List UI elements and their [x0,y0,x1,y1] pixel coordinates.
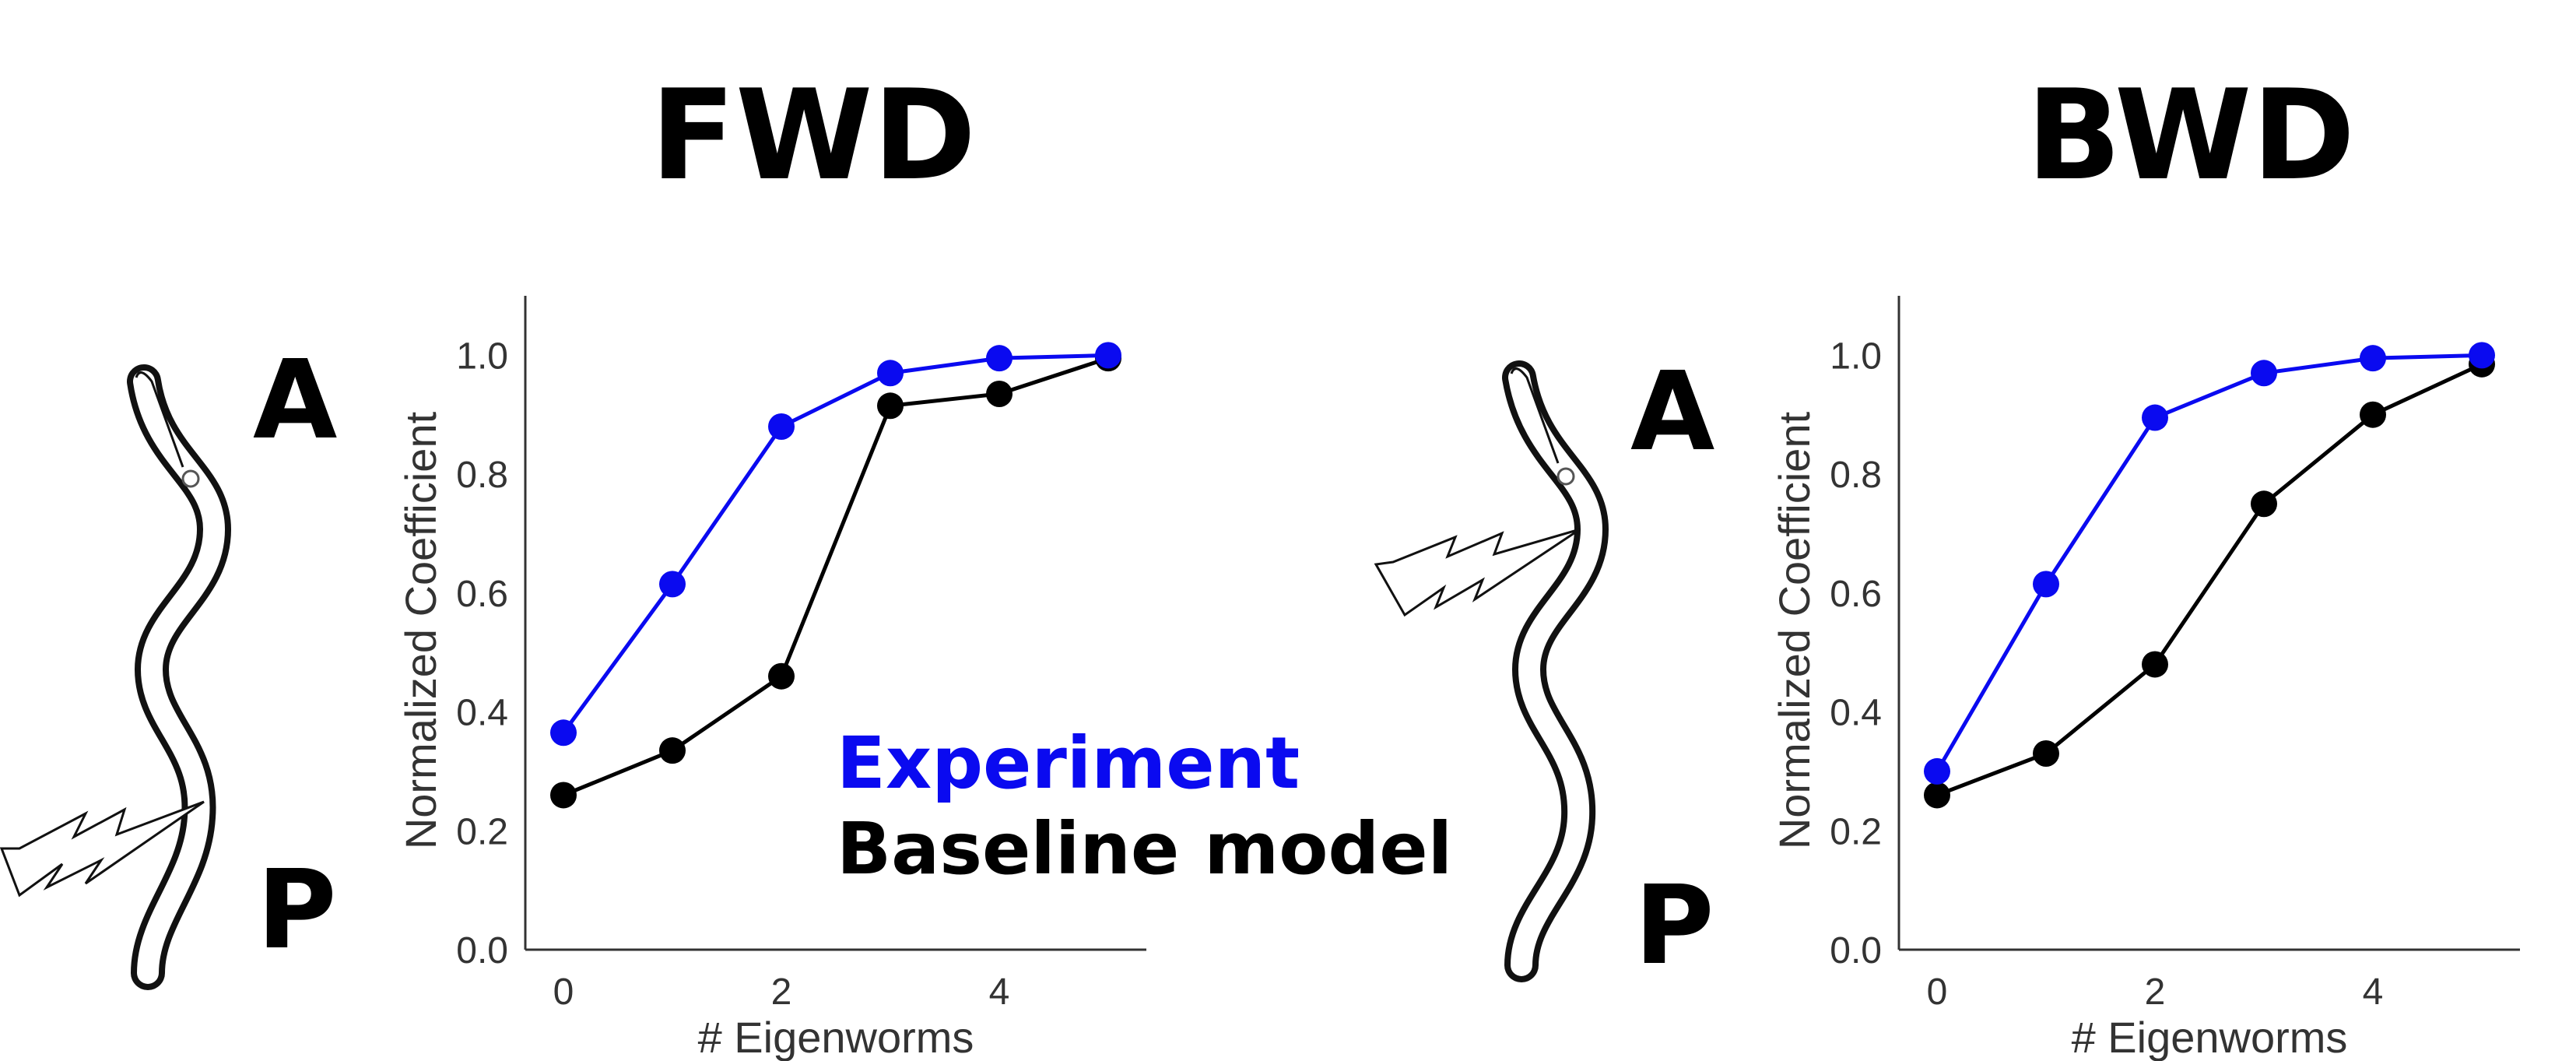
y-tick-label: 0.4 [456,693,508,734]
y-tick-label: 0.0 [456,930,508,971]
y-tick-label: 0.6 [456,574,508,615]
y-tick-label: 0.2 [1830,811,1882,852]
experiment-data-point [2033,571,2059,598]
bwd-panel-title: BWD [2026,62,2356,208]
x-axis-label: # Eigenworms [2072,1013,2348,1061]
baseline-data-point [768,662,795,690]
baseline-data-point [550,782,577,809]
bwd-stimulus-icon [1374,528,1581,617]
experiment-data-point [550,719,577,747]
experiment-data-point [1095,342,1121,369]
baseline-data-point [986,381,1013,407]
bwd-anterior-label: A [1630,349,1715,476]
experiment-data-point [877,360,904,387]
legend-baseline-model: Baseline model [837,807,1453,891]
fwd-stimulus-icon [0,800,205,898]
y-tick-label: 0.4 [1830,693,1882,734]
y-tick-label: 0.6 [1830,574,1882,615]
y-tick-label: 1.0 [456,336,508,377]
x-tick-label: 4 [989,971,1010,1013]
experiment-data-point [1924,757,1950,785]
baseline-data-point [2033,740,2059,767]
legend-experiment: Experiment [837,722,1300,805]
fwd-anterior-label: A [253,337,338,464]
experiment-series-line [1935,353,2483,773]
y-tick-label: 0.8 [1830,455,1882,496]
bwd-worm-icon [1502,360,1609,982]
baseline-data-point [2142,651,2168,678]
bwd-posterior-label: P [1634,863,1714,989]
experiment-series-line [561,353,1109,734]
baseline-data-point [877,392,904,420]
y-tick-label: 1.0 [1830,336,1882,377]
y-axis-label: Normalized Coefficient [1770,411,1819,849]
experiment-data-point [2360,345,2386,372]
y-tick-label: 0.8 [456,455,508,496]
x-tick-label: 2 [771,971,792,1013]
experiment-data-point [768,413,795,440]
experiment-data-point [2251,360,2277,387]
experiment-data-point [659,571,686,598]
fwd-posterior-label: P [257,847,337,974]
y-tick-label: 0.0 [1830,930,1882,971]
fwd-worm-icon [127,364,232,990]
x-tick-label: 0 [553,971,574,1013]
y-axis-label: Normalized Coefficient [396,411,445,849]
experiment-data-point [2469,342,2495,369]
y-tick-label: 0.2 [456,811,508,852]
x-axis-label: # Eigenworms [698,1013,974,1061]
x-tick-label: 4 [2363,971,2384,1013]
baseline-data-point [2251,490,2277,518]
baseline-data-point [659,737,686,764]
experiment-data-point [986,345,1013,372]
experiment-data-point [2142,404,2168,431]
baseline-data-point [1924,782,1950,809]
baseline-series-line [563,356,1109,797]
x-tick-label: 2 [2145,971,2166,1013]
baseline-data-point [2360,401,2386,428]
fwd-panel-title: FWD [650,62,977,208]
baseline-series-line [1936,362,2483,797]
x-tick-label: 0 [1927,971,1948,1013]
